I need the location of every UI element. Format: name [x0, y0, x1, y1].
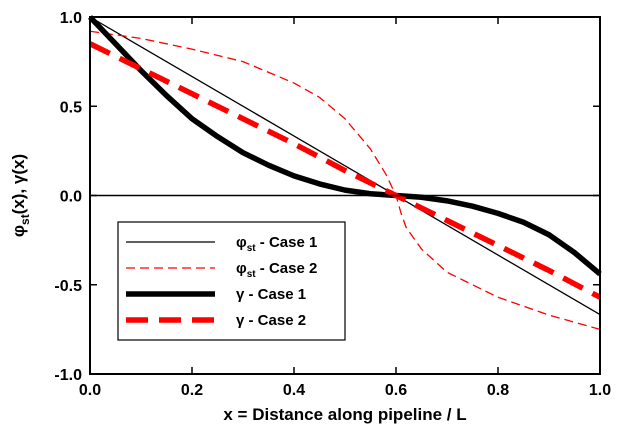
x-axis-label: x = Distance along pipeline / L [223, 405, 466, 424]
x-tick-label: 0.6 [385, 382, 407, 399]
legend-label-3: γ - Case 1 [236, 286, 306, 303]
x-tick-label: 0.4 [283, 382, 305, 399]
legend: φst - Case 1 φst - Case 2 γ - Case 1 γ - Ca… [117, 221, 346, 341]
x-tick-label: 0.8 [487, 382, 509, 399]
y-tick-label: 1.0 [60, 10, 82, 27]
series-line-2 [89, 30, 601, 331]
x-tick-label: 0.0 [79, 382, 101, 399]
series-line-4 [88, 41, 602, 300]
legend-label-1: φst - Case 1 [236, 234, 317, 254]
series-layer [88, 15, 602, 331]
x-tick-label: 1.0 [589, 382, 611, 399]
y-tick-label: -1.0 [54, 367, 82, 384]
series-line-3 [88, 15, 602, 277]
y-axis-label: φst(x), γ(x) [9, 154, 32, 237]
series-line-1 [89, 16, 601, 316]
legend-label-4: γ - Case 2 [236, 312, 306, 329]
y-tick-label: 0.5 [60, 99, 82, 116]
x-tick-label: 0.2 [181, 382, 203, 399]
y-tick-label: 0.0 [60, 189, 82, 206]
ticks-layer: 0.0 0.2 0.4 0.6 0.8 1.0 1.0 0.5 0.0 -0.5 -1.0 [54, 10, 611, 399]
y-tick-label: -0.5 [54, 278, 82, 295]
legend-label-2: φst - Case 2 [236, 260, 317, 280]
